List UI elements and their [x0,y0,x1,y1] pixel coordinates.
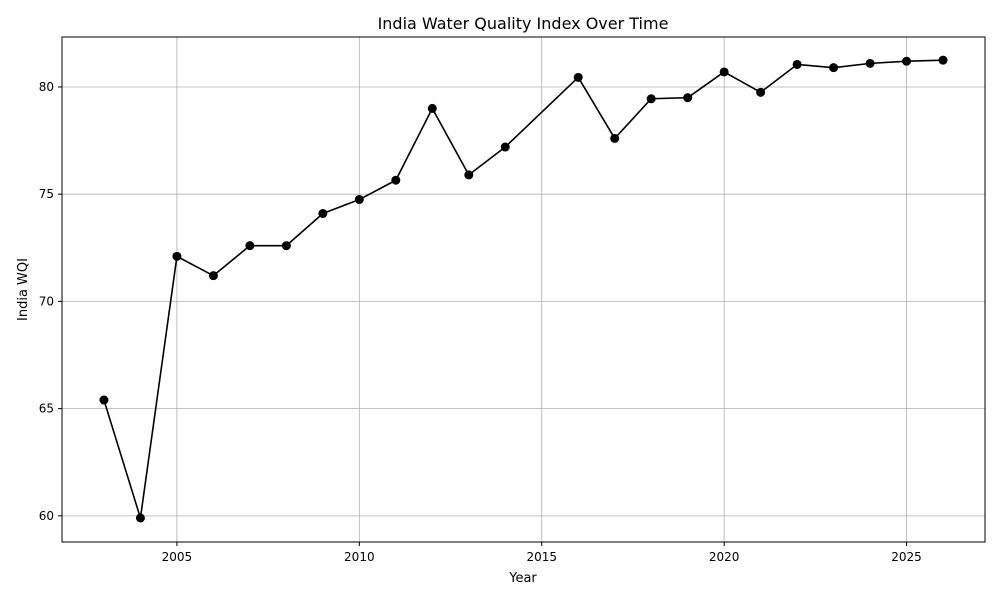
data-point [683,93,693,103]
x-tick-label: 2020 [709,550,740,564]
y-tick-label: 75 [39,187,54,201]
y-axis-label: India WQI [16,258,31,321]
x-tick-label: 2010 [344,550,375,564]
data-point [865,58,875,68]
x-tick-label: 2015 [526,550,557,564]
data-point [281,241,291,251]
data-point [208,271,218,281]
grid-lines [62,37,985,542]
y-tick-label: 65 [39,402,54,416]
x-axis-label: Year [508,571,537,586]
data-point [99,395,109,405]
data-point [245,241,255,251]
data-point [646,94,656,104]
x-tick-label: 2025 [891,550,922,564]
data-point [902,56,912,66]
data-point [719,67,729,77]
series-group [99,55,948,523]
plot-area-frame [61,36,986,543]
axis-ticks: 2005 2010 2015 2020 2025 60 65 70 75 80 [39,80,922,564]
y-tick-label: 70 [39,294,54,308]
y-tick-label: 80 [39,80,54,94]
data-point [500,142,510,152]
data-point [938,55,948,65]
data-point [464,170,474,180]
data-point [318,208,328,218]
data-point [172,251,182,261]
chart-title: India Water Quality Index Over Time [378,14,669,33]
data-point [610,133,620,143]
data-point [354,195,364,205]
data-point [756,87,766,97]
data-point [427,103,437,113]
y-tick-label: 60 [39,509,54,523]
data-point [391,175,401,185]
data-point [829,63,839,73]
series-line [103,59,944,519]
data-point [135,513,145,523]
data-point [792,59,802,69]
data-point [573,72,583,82]
x-tick-label: 2005 [162,550,193,564]
